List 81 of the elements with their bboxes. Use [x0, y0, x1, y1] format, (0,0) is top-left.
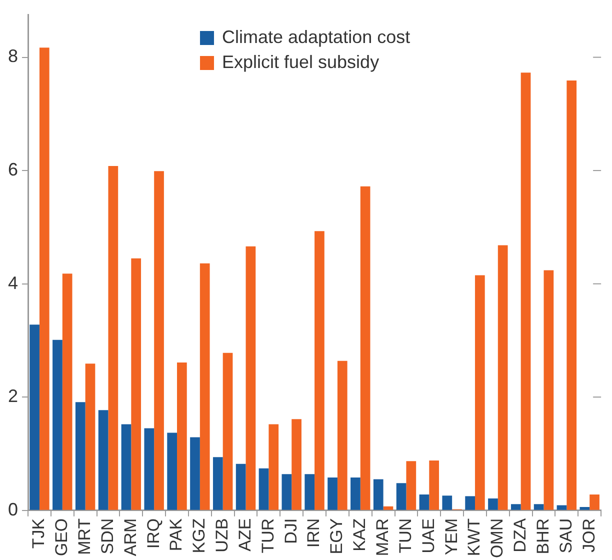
y-tick-label: 2 [8, 386, 18, 406]
bar [268, 424, 279, 510]
x-tick-label: SAU [556, 518, 576, 554]
bar [108, 166, 118, 510]
bar [544, 270, 554, 510]
x-tick-label: ARM [120, 518, 140, 556]
x-tick-label: PAK [166, 518, 186, 552]
y-tick-label: 6 [8, 160, 18, 180]
bar [328, 477, 338, 510]
y-tick-label: 4 [8, 272, 18, 293]
x-tick-label: EGY [327, 518, 346, 554]
bar [30, 324, 40, 510]
x-tick-label: TUN [396, 518, 415, 554]
x-tick-label: UAE [418, 518, 438, 554]
bar [590, 494, 600, 510]
bar [360, 186, 370, 510]
bar [337, 360, 348, 510]
x-tick-label: OMN [488, 518, 507, 558]
x-tick-label: IRQ [144, 518, 163, 549]
x-tick-label: SDN [98, 518, 117, 554]
bar [85, 364, 96, 510]
bar [154, 171, 164, 510]
x-tick-label: TUR [258, 518, 278, 554]
x-tick-label: JOR [579, 518, 598, 552]
bar [510, 504, 521, 510]
bar [258, 468, 269, 510]
bar [39, 48, 50, 510]
x-tick-label: IRN [304, 518, 324, 548]
x-tick-label: GEO [52, 518, 72, 556]
bar [304, 474, 315, 510]
x-tick-label: TJK [29, 518, 48, 549]
bar [383, 506, 394, 510]
bar [534, 504, 544, 510]
x-tick-label: KAZ [350, 518, 370, 552]
bar [62, 274, 72, 510]
x-tick-label: DJI [281, 518, 300, 544]
x-tick-label: BHR [533, 518, 552, 554]
bar [167, 432, 178, 510]
legend-label: Explicit fuel subsidy [222, 51, 380, 74]
x-tick-label: MAR [372, 518, 392, 556]
bar [406, 461, 416, 510]
bar [121, 424, 132, 510]
bar [419, 494, 430, 510]
bar [314, 231, 324, 510]
bar [75, 402, 86, 510]
bar [177, 362, 187, 510]
bar [520, 72, 531, 510]
bar [474, 275, 485, 510]
bar [488, 498, 498, 510]
bar [222, 352, 233, 510]
bar [190, 437, 200, 510]
bar [465, 496, 475, 510]
bar [498, 245, 508, 510]
bar [580, 506, 590, 510]
x-tick-label: YEM [442, 518, 461, 556]
legend-label: Climate adaptation cost [222, 26, 410, 49]
bar [566, 80, 577, 510]
bar [442, 496, 452, 510]
bar [246, 246, 256, 510]
y-tick-label: 0 [8, 499, 18, 520]
x-tick-label: DZA [510, 518, 530, 552]
y-tick-label: 8 [8, 46, 18, 66]
x-tick-label: UZB [212, 518, 232, 552]
bar [429, 460, 440, 510]
bar [350, 477, 360, 510]
bar [52, 340, 62, 510]
bar [212, 457, 223, 510]
x-tick-label: MRT [75, 518, 94, 555]
bar [200, 263, 210, 510]
bar [144, 428, 154, 510]
bar [292, 419, 302, 510]
bar [236, 464, 246, 510]
bar [373, 479, 384, 510]
bar [396, 483, 406, 510]
bar [131, 258, 142, 510]
x-tick-label: AZE [235, 518, 254, 552]
x-tick-label: KWT [464, 518, 484, 556]
bar [98, 410, 108, 510]
x-tick-label: KGZ [190, 518, 209, 554]
bar [282, 474, 292, 510]
bar [556, 505, 567, 510]
